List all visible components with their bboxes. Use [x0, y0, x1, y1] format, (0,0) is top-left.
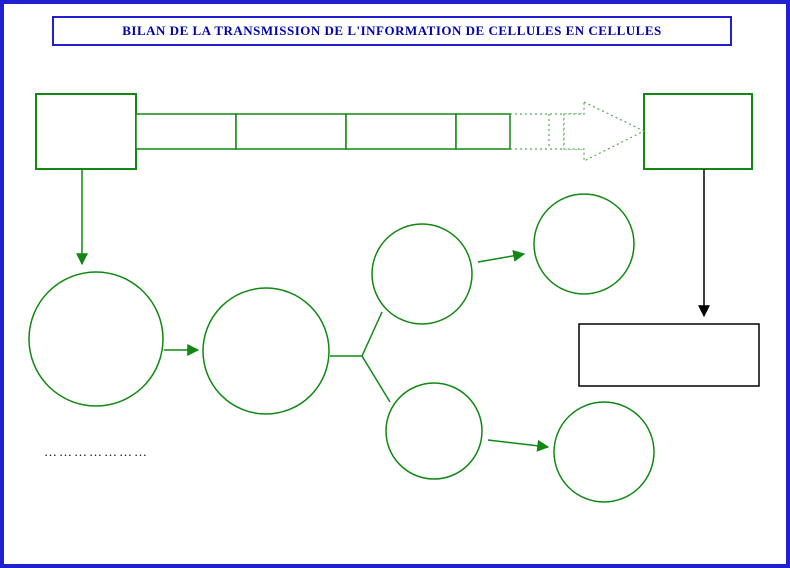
arrow-c3-c5: [478, 254, 524, 262]
segmented-arrow-dotted: [510, 102, 644, 161]
box-right: [644, 94, 752, 169]
segmented-arrow-shaft: [136, 114, 510, 149]
outer-frame: BILAN DE LA TRANSMISSION DE L'INFORMATIO…: [0, 0, 790, 568]
arrow-c4-c6: [488, 440, 548, 447]
diagram-canvas: [4, 4, 786, 564]
footer-dots: …………………: [44, 444, 149, 460]
circle-3: [372, 224, 472, 324]
circle-2: [203, 288, 329, 414]
circle-6: [554, 402, 654, 502]
box-left: [36, 94, 136, 169]
fork-c2: [330, 312, 390, 402]
circle-4: [386, 383, 482, 479]
circle-1: [29, 272, 163, 406]
box-lower-right: [579, 324, 759, 386]
circle-5: [534, 194, 634, 294]
